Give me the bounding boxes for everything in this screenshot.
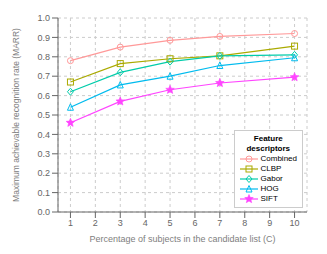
svg-text:3: 3 — [118, 218, 123, 228]
svg-text:0.6: 0.6 — [37, 91, 50, 101]
svg-text:Percentage of subjects in the: Percentage of subjects in the candidate … — [89, 234, 275, 244]
html-text:HOG: HOG — [260, 184, 279, 193]
svg-text:0.3: 0.3 — [37, 149, 50, 159]
svg-text:0.4: 0.4 — [37, 130, 50, 140]
svg-text:2: 2 — [93, 218, 98, 228]
html-text:Gabor: Gabor — [260, 174, 283, 183]
svg-text:4: 4 — [143, 218, 148, 228]
svg-text:Maximum achievable recognition: Maximum achievable recognition rate (MAR… — [11, 28, 21, 202]
svg-text:5: 5 — [168, 218, 173, 228]
html-text:Feature descriptors: Feature descriptors — [246, 134, 290, 153]
html-text:Combined: Combined — [260, 154, 297, 163]
html-text:CLBP: CLBP — [260, 164, 282, 173]
svg-text:0.1: 0.1 — [37, 188, 50, 198]
html-text:SIFT: SIFT — [260, 194, 278, 203]
svg-text:7: 7 — [217, 218, 222, 228]
svg-text:0.7: 0.7 — [37, 71, 50, 81]
svg-text:0.9: 0.9 — [37, 33, 50, 43]
svg-text:0.2: 0.2 — [37, 168, 50, 178]
svg-text:1: 1 — [68, 218, 73, 228]
svg-text:9: 9 — [267, 218, 272, 228]
svg-text:6: 6 — [192, 218, 197, 228]
svg-text:1.0: 1.0 — [37, 13, 50, 23]
svg-text:10: 10 — [290, 218, 300, 228]
svg-text:0.0: 0.0 — [37, 207, 50, 217]
svg-text:0.5: 0.5 — [37, 110, 50, 120]
svg-text:8: 8 — [242, 218, 247, 228]
svg-text:0.8: 0.8 — [37, 52, 50, 62]
